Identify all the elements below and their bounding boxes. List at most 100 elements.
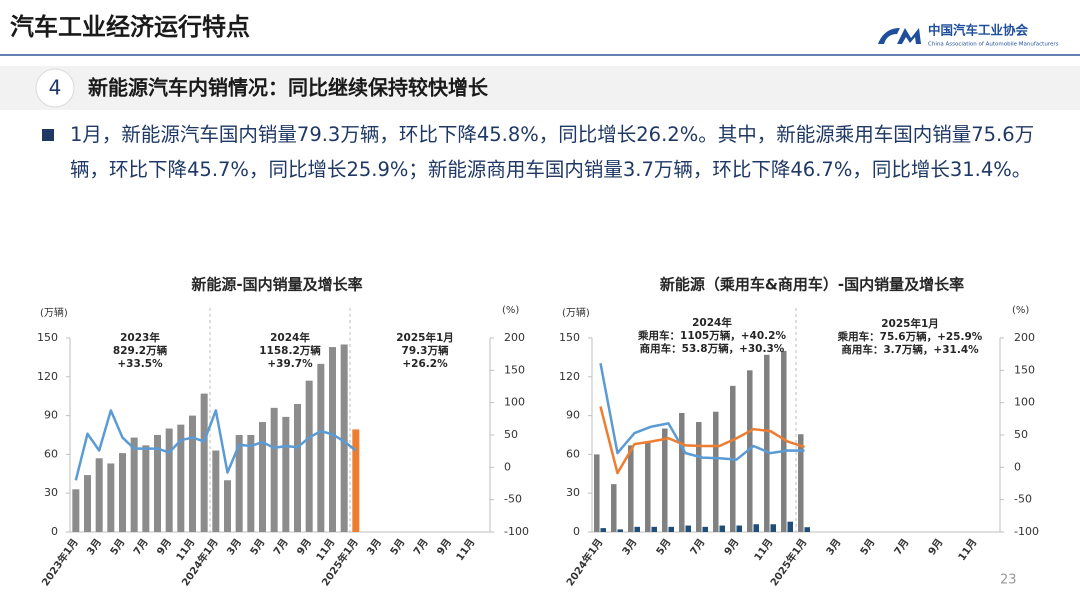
bar <box>84 475 91 532</box>
bar <box>764 354 770 532</box>
bar <box>177 424 185 532</box>
paragraph: 1月，新能源汽车国内销量79.3万辆，环比下降45.8%，同比增长26.2%。其… <box>70 123 1035 181</box>
chart-title: 新能源-国内销量及增长率 <box>191 276 362 294</box>
logo-text: 中国汽车工业协会 <box>928 23 1029 38</box>
slide-title: 汽车工业经济运行特点 <box>10 13 250 41</box>
bar <box>340 344 348 532</box>
x-tick-label: 3月 <box>824 537 844 558</box>
bar <box>798 434 804 532</box>
bar <box>259 422 266 532</box>
x-tick-label: 9月 <box>155 537 175 558</box>
bar <box>634 526 640 532</box>
y-tick-label: 120 <box>559 370 580 383</box>
annotation: 2024年 <box>692 316 732 329</box>
bar <box>224 480 231 532</box>
bar <box>804 527 810 532</box>
annotation: 79.3万辆 <box>402 344 449 357</box>
bar <box>329 347 336 532</box>
y-tick-label: 120 <box>37 370 58 383</box>
bar <box>294 403 301 532</box>
bar <box>719 525 725 532</box>
y2-axis-label: (%) <box>1012 305 1029 316</box>
bar <box>305 380 313 532</box>
bar <box>747 370 753 532</box>
y2-tick-label: 200 <box>1014 331 1035 344</box>
y2-tick-label: 0 <box>1014 460 1021 473</box>
bar <box>189 415 196 532</box>
x-tick-label: 5月 <box>858 537 878 558</box>
annotation: 1158.2万辆 <box>259 344 321 357</box>
y2-tick-label: 50 <box>504 428 518 441</box>
x-tick-label: 9月 <box>722 537 742 558</box>
x-tick-label: 9月 <box>295 537 315 558</box>
y2-tick-label: 100 <box>1014 396 1035 409</box>
bar <box>95 458 103 532</box>
x-tick-label: 5月 <box>388 537 408 558</box>
bar <box>247 435 255 532</box>
bar <box>107 463 115 532</box>
bar <box>594 454 600 532</box>
x-tick-label: 3月 <box>85 537 105 558</box>
bar <box>679 413 685 532</box>
y-tick-label: 60 <box>44 447 58 460</box>
y2-tick-label: 50 <box>1014 428 1028 441</box>
annotation: +33.5% <box>117 358 163 370</box>
x-tick-label: 11月 <box>174 537 198 563</box>
x-tick-label: 2024年1月 <box>563 536 605 588</box>
annotation: 乘用车：1105万辆，+40.2% <box>637 329 786 342</box>
y-tick-label: 0 <box>51 525 58 538</box>
y2-tick-label: -50 <box>504 493 522 506</box>
bar <box>753 524 759 532</box>
x-tick-label: 11月 <box>454 537 478 563</box>
y2-tick-label: 0 <box>504 460 511 473</box>
x-tick-label: 7月 <box>411 537 431 558</box>
bar <box>119 453 126 532</box>
annotation: +26.2% <box>402 358 448 370</box>
y2-tick-label: 100 <box>504 396 525 409</box>
bar <box>154 435 161 532</box>
bar <box>600 528 606 532</box>
bar <box>165 428 173 532</box>
x-tick-label: 7月 <box>131 537 151 558</box>
y-tick-label: 30 <box>44 486 58 499</box>
bar <box>781 350 787 532</box>
bar <box>770 524 776 532</box>
x-tick-label: 7月 <box>688 537 708 558</box>
annotation: 商用车：53.8万辆，+30.3% <box>640 342 785 355</box>
annotation: 乘用车：75.6万辆，+25.9% <box>837 330 983 343</box>
annotation: 2023年 <box>120 331 160 344</box>
section-badge <box>35 68 75 108</box>
x-tick-label: 5月 <box>654 537 674 558</box>
bar <box>212 450 220 532</box>
bar <box>696 422 702 532</box>
y-tick-label: 60 <box>566 447 580 460</box>
annotation: 2024年 <box>270 331 310 344</box>
x-tick-label: 3月 <box>620 537 640 558</box>
bar <box>72 489 80 532</box>
line-series <box>599 406 805 475</box>
y-tick-label: 0 <box>573 525 580 538</box>
bar <box>270 407 278 532</box>
y-tick-label: 90 <box>44 409 58 422</box>
y-tick-label: 150 <box>559 331 580 344</box>
bar <box>200 393 208 532</box>
bar <box>628 445 634 532</box>
section-title: 新能源汽车内销情况：同比继续保持较快增长 <box>88 76 489 100</box>
section-band <box>0 66 1080 110</box>
page-number: 23 <box>1000 573 1017 588</box>
y-axis-label: (万辆) <box>562 306 590 319</box>
x-tick-label: 11月 <box>314 537 338 563</box>
bullet <box>42 129 54 141</box>
annotation: 2025年1月 <box>396 331 454 344</box>
x-tick-label: 5月 <box>108 537 128 558</box>
x-tick-label: 7月 <box>892 537 912 558</box>
annotation: 商用车：3.7万辆，+31.4% <box>841 343 979 356</box>
logo-mark <box>878 28 921 44</box>
bar <box>668 526 674 532</box>
x-tick-label: 11月 <box>956 537 980 563</box>
y-tick-label: 30 <box>566 486 580 499</box>
bar <box>130 437 138 532</box>
bar <box>611 484 617 532</box>
